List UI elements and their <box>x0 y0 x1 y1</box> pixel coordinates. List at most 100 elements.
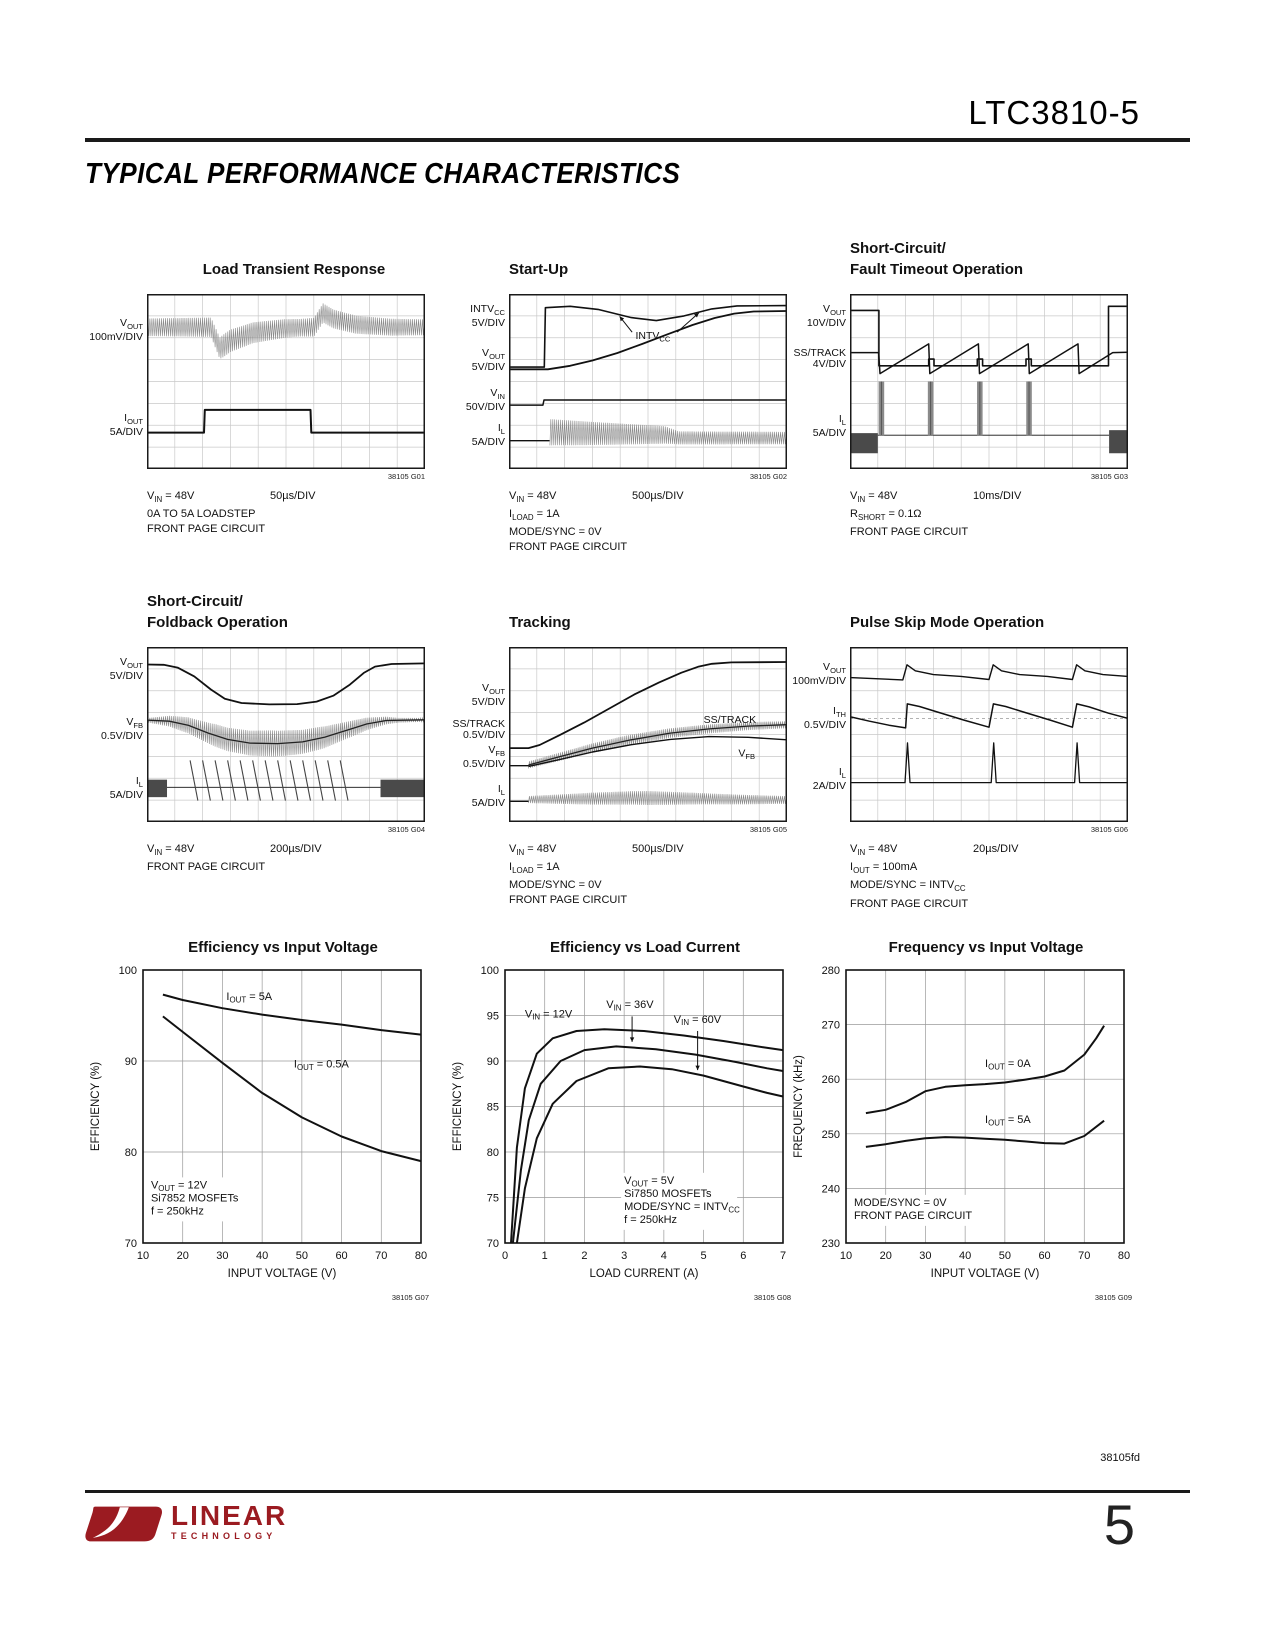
trace-scale: 5A/DIV <box>812 427 846 440</box>
chart-title: Frequency vs Input Voltage <box>888 939 1084 956</box>
waveform-pulse-mark <box>302 760 312 801</box>
trace-scale: 5A/DIV <box>471 797 505 810</box>
waveform-noise-band <box>528 721 787 769</box>
scope-screen <box>146 294 425 469</box>
trace-scale: 10V/DIV <box>806 317 846 330</box>
caption-text: FRONT PAGE CIRCUIT <box>850 897 969 910</box>
trace-label: VOUT 5V/DIV <box>110 656 143 682</box>
graph-title-line: Load Transient Response <box>202 261 386 278</box>
caption-text: RSHORT = 0.1Ω <box>850 508 922 523</box>
x-tick-label: 0 <box>502 1250 508 1262</box>
trace-label: IL 2A/DIV <box>812 766 846 793</box>
caption-text: VIN = 48V <box>850 843 898 858</box>
scope-trace-labels: VOUT 5V/DIV VFB 0.5V/DIV IL 5A/DIV <box>85 647 145 822</box>
caption-text: VIN = 48V <box>850 490 898 505</box>
caption-line: FRONT PAGE CIRCUIT <box>850 897 1144 912</box>
y-axis-title: EFFICIENCY (%) <box>90 1062 102 1151</box>
graph-title: Pulse Skip Mode Operation <box>788 581 1144 633</box>
x-tick-label: 70 <box>375 1250 387 1262</box>
trace-name: IL <box>497 422 505 437</box>
graph-title: Tracking <box>447 581 803 633</box>
scope-trace-labels: VOUT 10V/DIV SS/TRACK 4V/DIV IL 5A/DIV <box>788 294 848 469</box>
caption-text: VIN = 48V <box>509 490 557 505</box>
caption-text: VIN = 48V <box>147 490 195 505</box>
scope-screen: INTVCC <box>509 294 788 469</box>
x-tick-label: 4 <box>661 1250 667 1262</box>
trace-label: SS/TRACK 4V/DIV <box>793 348 846 370</box>
trace-name: VOUT <box>823 661 846 676</box>
y-tick-label: 95 <box>487 1011 499 1023</box>
waveform-trace <box>509 399 787 406</box>
x-tick-label: 6 <box>740 1250 746 1262</box>
trace-name: VOUT <box>120 317 143 332</box>
y-tick-label: 270 <box>822 1020 840 1032</box>
caption-text: 0A TO 5A LOADSTEP <box>147 508 256 521</box>
trace-name: VOUT <box>482 682 505 697</box>
trace-label: IL 5A/DIV <box>472 422 505 448</box>
waveform-id: 38105 G06 <box>1090 825 1128 834</box>
x-tick-label: 10 <box>840 1250 852 1262</box>
part-number: LTC3810-5 <box>968 94 1140 131</box>
x-axis-title: LOAD CURRENT (A) <box>589 1268 698 1280</box>
data-series <box>865 1119 1105 1148</box>
y-tick-label: 80 <box>125 1147 137 1159</box>
trace-scale: 100mV/DIV <box>89 331 143 344</box>
y-tick-label: 90 <box>487 1056 499 1068</box>
trace-label: IOUT 5A/DIV <box>110 412 143 438</box>
waveform-trace <box>509 304 788 368</box>
trace-scale: 2A/DIV <box>812 780 846 793</box>
waveform-dense-band <box>147 779 168 798</box>
trace-label: VOUT 100mV/DIV <box>792 661 846 687</box>
waveform-trace <box>147 408 425 434</box>
arrow-head <box>695 1065 700 1071</box>
notes-background <box>850 1194 967 1226</box>
waveform-trace <box>850 343 1129 375</box>
scope-panel-2: Start-Up INTVCC 5V/DIV VOUT 5V/DIV VIN 50V/DIV… <box>447 228 803 555</box>
arrow-head <box>694 312 699 318</box>
caption-line: MODE/SYNC = 0V <box>509 525 803 540</box>
footer-rule <box>85 1490 1190 1493</box>
chart-title: Efficiency vs Load Current <box>549 939 741 956</box>
y-tick-label: 85 <box>487 1102 499 1114</box>
data-series <box>510 1028 784 1244</box>
trace-scale: 50V/DIV <box>465 401 505 414</box>
chart-plot: 10 20 30 40 50 60 70 80 230 240 250 260 270 280 MODE/S… <box>793 965 1130 1280</box>
scope-trace-labels: INTVCC 5V/DIV VOUT 5V/DIV VIN 50V/DIV IL 5A/DIV <box>447 294 507 469</box>
graph-title: Start-Up <box>447 228 803 280</box>
chart-note: f = 250kHz <box>151 1205 204 1217</box>
x-axis-title: INPUT VOLTAGE (V) <box>228 1268 337 1280</box>
trace-name: VOUT <box>823 303 846 318</box>
arrow-head <box>619 316 625 322</box>
waveform-dense-band <box>380 779 425 798</box>
y-axis-title: FREQUENCY (kHz) <box>793 1055 805 1158</box>
x-tick-label: 30 <box>919 1250 931 1262</box>
header-rule <box>85 138 1190 142</box>
y-tick-label: 90 <box>125 1056 137 1068</box>
x-tick-label: 60 <box>335 1250 347 1262</box>
caption-line: RSHORT = 0.1Ω <box>850 507 1144 525</box>
waveform-trace <box>850 305 1128 367</box>
chart-note: Si7852 MOSFETs <box>151 1192 239 1204</box>
scope-graticule: SS/TRACK VFB <box>509 647 788 822</box>
x-tick-label: 60 <box>1038 1250 1050 1262</box>
waveform-id: 38105 G08 <box>753 1293 791 1302</box>
caption-line: FRONT PAGE CIRCUIT <box>147 860 441 875</box>
y-tick-label: 100 <box>119 965 137 977</box>
time-per-div: 20µs/DIV <box>973 843 1019 855</box>
x-tick-label: 40 <box>959 1250 971 1262</box>
caption-text: FRONT PAGE CIRCUIT <box>509 541 628 554</box>
caption-line: FRONT PAGE CIRCUIT <box>147 522 441 537</box>
trace-name: VIN <box>490 387 505 402</box>
chart-note: Si7850 MOSFETs <box>624 1188 712 1200</box>
trace-label: ITH 0.5V/DIV <box>804 705 846 731</box>
x-tick-label: 20 <box>880 1250 892 1262</box>
in-plot-label: SS/TRACK <box>704 714 757 726</box>
x-tick-label: 80 <box>1118 1250 1130 1262</box>
waveform-id: 38105 G07 <box>391 1293 429 1302</box>
trace-label: VFB 0.5V/DIV <box>463 744 505 770</box>
x-tick-label: 50 <box>999 1250 1011 1262</box>
trace-scale: 5V/DIV <box>471 696 505 709</box>
y-tick-label: 260 <box>822 1074 840 1086</box>
